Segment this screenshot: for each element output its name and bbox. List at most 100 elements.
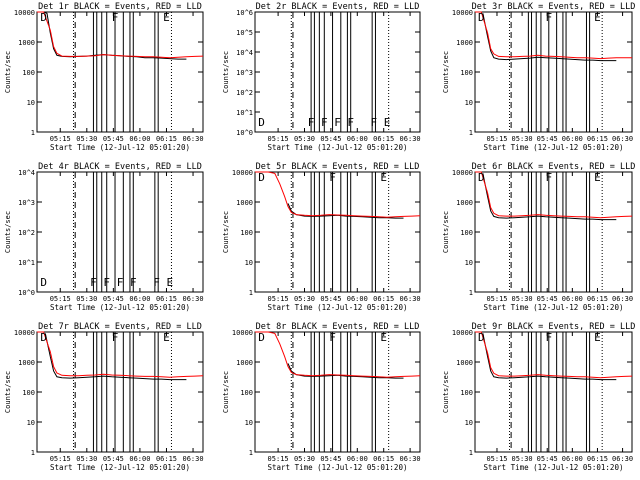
panel-8: Det 8r BLACK = Events, RED = LLD Counts/s… [222, 322, 421, 472]
x-tick-label: 05:30 [294, 455, 315, 463]
events-series-line [482, 13, 617, 62]
panel-2: Det 2r BLACK = Events, RED = LLD Counts/s… [222, 2, 421, 152]
panel-7: Det 7r BLACK = Events, RED = LLD Counts/s… [4, 322, 204, 472]
x-tick-label: 05:30 [294, 135, 315, 143]
y-tick-label: 1 [249, 289, 253, 297]
x-axis-label: Start Time (12-Jul-12 05:01:20) [484, 303, 624, 312]
y-axis-label: Counts/sec [222, 51, 230, 93]
y-tick-label: 10^2 [236, 89, 253, 97]
x-tick-label: 06:00 [347, 455, 368, 463]
flag-marker: F [103, 276, 110, 289]
lld-series-line [37, 11, 204, 59]
y-tick-label: 10000 [452, 9, 473, 17]
y-axis-label: Counts/sec [442, 51, 450, 93]
flag-marker: F [308, 116, 315, 129]
y-tick-label: 100 [460, 389, 473, 397]
flag-marker: F [545, 171, 552, 184]
flag-marker: E [380, 171, 387, 184]
x-tick-label: 05:15 [268, 455, 289, 463]
x-axis-label: Start Time (12-Jul-12 05:01:20) [50, 143, 190, 152]
flag-marker: D [258, 116, 265, 129]
x-axis-label: Start Time (12-Jul-12 05:01:20) [268, 143, 408, 152]
x-tick-label: 06:15 [156, 455, 177, 463]
plot-frame [474, 11, 633, 133]
y-axis-label: Counts/sec [442, 371, 450, 413]
y-tick-label: 10000 [452, 169, 473, 177]
x-tick-label: 06:15 [587, 295, 608, 303]
flag-marker: E [594, 331, 601, 344]
flag-marker: D [40, 11, 47, 24]
y-tick-label: 10 [27, 419, 35, 427]
x-tick-label: 05:15 [268, 135, 289, 143]
y-axis-label: Counts/sec [4, 371, 12, 413]
y-tick-label: 10 [245, 419, 253, 427]
x-tick-label: 06:30 [183, 455, 204, 463]
y-tick-label: 1 [469, 129, 473, 137]
lld-series-line [475, 171, 633, 219]
x-tick-label: 05:30 [76, 135, 97, 143]
flag-marker: D [258, 171, 265, 184]
y-tick-label: 1000 [456, 199, 473, 207]
flag-marker: D [40, 276, 47, 289]
x-tick-label: 06:15 [587, 455, 608, 463]
x-tick-label: 06:00 [129, 455, 150, 463]
lld-series-line [255, 171, 421, 218]
x-tick-label: 06:30 [400, 455, 421, 463]
plot-frame [474, 171, 633, 293]
flag-marker: E [163, 331, 170, 344]
panel-title: Det 1r BLACK = Events, RED = LLD [38, 2, 202, 12]
flag-marker: E [384, 116, 391, 129]
y-tick-label: 10 [465, 259, 473, 267]
x-tick-label: 05:15 [486, 135, 507, 143]
y-tick-label: 100 [240, 229, 253, 237]
plot-frame [254, 331, 421, 453]
events-series-line [287, 363, 404, 379]
x-tick-label: 06:00 [562, 295, 583, 303]
x-tick-label: 05:15 [50, 295, 71, 303]
x-tick-label: 05:45 [320, 295, 341, 303]
flag-marker: F [153, 276, 160, 289]
flag-marker: F [112, 331, 119, 344]
flag-marker: E [594, 11, 601, 24]
x-tick-label: 05:45 [537, 295, 558, 303]
x-axis-label: Start Time (12-Jul-12 05:01:20) [484, 143, 624, 152]
x-axis-label: Start Time (12-Jul-12 05:01:20) [268, 303, 408, 312]
x-tick-label: 06:15 [156, 295, 177, 303]
y-tick-label: 100 [22, 69, 35, 77]
panel-title: Det 4r BLACK = Events, RED = LLD [38, 162, 202, 172]
x-tick-label: 06:30 [612, 135, 633, 143]
x-tick-label: 05:30 [76, 295, 97, 303]
x-tick-label: 06:30 [612, 295, 633, 303]
x-tick-label: 05:30 [294, 295, 315, 303]
plot-frame [474, 331, 633, 453]
y-tick-label: 10^3 [236, 69, 253, 77]
flag-marker: F [321, 116, 328, 129]
flag-marker: D [258, 331, 265, 344]
lld-series-line [475, 331, 633, 379]
x-tick-label: 05:30 [76, 455, 97, 463]
y-tick-label: 1 [31, 449, 35, 457]
plot-frame [36, 171, 204, 293]
flag-marker: E [594, 171, 601, 184]
panel-3: Det 3r BLACK = Events, RED = LLD Counts/s… [442, 2, 635, 152]
y-tick-label: 10 [27, 99, 35, 107]
x-tick-label: 06:00 [562, 455, 583, 463]
y-tick-label: 10^0 [236, 129, 253, 137]
y-tick-label: 10000 [452, 329, 473, 337]
plot-frame [36, 331, 204, 453]
plot-frame [254, 171, 421, 293]
lld-series-line [255, 331, 421, 378]
x-tick-label: 06:30 [400, 295, 421, 303]
x-tick-label: 06:00 [129, 295, 150, 303]
x-tick-label: 05:45 [103, 455, 124, 463]
x-tick-label: 06:15 [373, 135, 394, 143]
x-tick-label: 06:30 [183, 295, 204, 303]
panel-title: Det 9r BLACK = Events, RED = LLD [472, 322, 636, 332]
y-tick-label: 1000 [456, 359, 473, 367]
y-tick-label: 10 [465, 99, 473, 107]
y-tick-label: 10000 [232, 169, 253, 177]
x-tick-label: 05:15 [486, 455, 507, 463]
y-tick-label: 10^0 [18, 289, 35, 297]
flag-marker: D [478, 331, 485, 344]
